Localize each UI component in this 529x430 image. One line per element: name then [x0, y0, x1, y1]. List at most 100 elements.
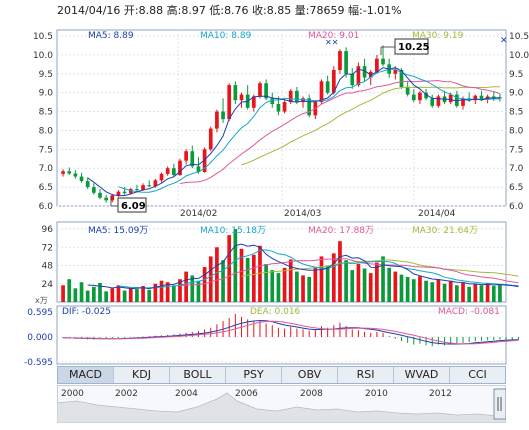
x-tick-2014-03: 2014/03: [284, 209, 321, 219]
volume-bar: [498, 284, 502, 302]
volume-bar: [319, 256, 324, 302]
candle-body: [338, 51, 342, 70]
chart-canvas: 10.510.09.59.08.58.07.57.06.56.0 10.510.…: [24, 29, 529, 366]
timeline-drag-handle[interactable]: [493, 388, 506, 420]
tab-boll[interactable]: BOLL: [170, 367, 226, 383]
high-callout-label: 10.25: [398, 42, 430, 53]
price-tick-label: 6.5: [509, 183, 523, 193]
candle-body: [270, 98, 275, 104]
volume-bar: [85, 290, 90, 302]
macd-tick-label: -0.595: [24, 358, 53, 366]
price-tick-label: 10.5: [33, 32, 53, 42]
timeline-year-2010: 2010: [365, 389, 388, 399]
candle-body: [424, 92, 428, 99]
volume-bar: [313, 267, 318, 302]
volume-bar: [344, 260, 348, 302]
candle-body: [227, 85, 232, 120]
volume-tick-label: 72: [42, 243, 53, 253]
volume-bar: [467, 286, 472, 302]
macd-dea-label: DEA: 0.016: [250, 307, 301, 317]
candle-body: [215, 111, 219, 129]
volume-bar: [135, 289, 139, 302]
candle-body: [375, 58, 379, 72]
volume-bar: [202, 267, 207, 302]
volume-bar: [288, 259, 293, 302]
timeline-year-2000: 2000: [61, 389, 84, 399]
volume-bar: [67, 279, 72, 302]
volume-bar: [325, 265, 330, 302]
volume-bar: [295, 271, 299, 302]
candle-body: [85, 181, 90, 188]
volume-bar: [171, 285, 176, 302]
volume-bar: [79, 282, 84, 302]
volume-bar: [264, 264, 268, 302]
price-moving-averages: [87, 67, 501, 197]
volume-bar: [128, 287, 133, 302]
volume-tick-label: 96: [42, 225, 54, 235]
candle-body: [393, 70, 398, 74]
candle-body: [325, 81, 330, 93]
candle-body: [288, 90, 293, 103]
ma30-line: [241, 86, 500, 166]
candle-body: [264, 83, 268, 99]
low-callout-box: [117, 197, 147, 213]
volume-bar: [233, 229, 238, 302]
high-callout-box: [394, 38, 429, 55]
tab-rsi[interactable]: RSI: [338, 367, 394, 383]
volume-bar: [436, 279, 441, 302]
volume-bar: [196, 280, 201, 302]
volume-bar: [110, 288, 115, 302]
volume-bar: [368, 273, 373, 302]
macd-value-label: MACD: -0.081: [438, 307, 500, 317]
volume-unit-label: x万: [35, 296, 48, 305]
tab-macd[interactable]: MACD: [58, 367, 114, 383]
price-axis-right: 10.5 10.0 9.5 9.0 8.5 8.0 7.5 7.0 6.5 6.0: [509, 32, 529, 212]
volume-bar: [208, 256, 213, 302]
volume-ma5-line: [87, 243, 519, 290]
volume-ma10-label: MA10: 15.18万: [200, 226, 266, 236]
price-tick-label: 10.0: [509, 51, 529, 61]
candle-body: [295, 90, 299, 103]
candle-body: [258, 83, 262, 97]
volume-ma10-line: [118, 249, 519, 289]
tab-wvad[interactable]: WVAD: [394, 367, 450, 383]
candle-body: [301, 98, 305, 103]
event-marker-icon: ✕: [500, 36, 508, 46]
close-value: 8.85: [266, 4, 292, 17]
price-tick-label: 10.5: [509, 32, 529, 42]
tab-obv[interactable]: OBV: [282, 367, 338, 383]
price-ma5-label: MA5: 8.89: [88, 31, 134, 41]
volume-bar: [276, 273, 281, 302]
event-marker-icon: ✕✕: [325, 38, 338, 47]
candle-body: [411, 94, 416, 101]
timeline-navigator[interactable]: 2000 2002 2004 2006 2008 2010 2012: [57, 385, 506, 423]
volume-label: 量:: [294, 4, 310, 17]
timeline-sparkline: [57, 392, 506, 423]
candle-body: [233, 85, 238, 101]
volume-bar: [350, 270, 355, 302]
open-value: 8.88: [138, 4, 164, 17]
macd-tick-label: 0.000: [27, 333, 53, 343]
candle-body: [430, 98, 435, 106]
candle-body: [110, 195, 115, 201]
macd-panel: [56, 305, 507, 365]
price-ma10-label: MA10: 8.89: [200, 31, 252, 41]
timeline-year-2002: 2002: [115, 389, 138, 399]
candle-body: [405, 87, 410, 95]
tab-cci[interactable]: CCI: [468, 368, 487, 381]
tab-psy[interactable]: PSY: [226, 367, 282, 383]
candle-body: [135, 189, 139, 191]
volume-bar: [405, 276, 410, 302]
volume-bar: [251, 254, 256, 302]
volume-bar: [221, 260, 225, 302]
price-tick-label: 8.5: [509, 108, 523, 118]
macd-dif-label: DIF: -0.025: [62, 307, 111, 317]
tab-kdj[interactable]: KDJ: [114, 367, 170, 383]
price-tick-label: 9.5: [509, 70, 523, 80]
price-tick-label: 6.0: [39, 202, 54, 212]
volume-bar: [245, 257, 250, 302]
price-ma20-label: MA20: 9.01: [308, 31, 359, 41]
candle-body: [331, 70, 336, 93]
volume-bar: [165, 282, 170, 302]
candle-body: [344, 51, 348, 74]
